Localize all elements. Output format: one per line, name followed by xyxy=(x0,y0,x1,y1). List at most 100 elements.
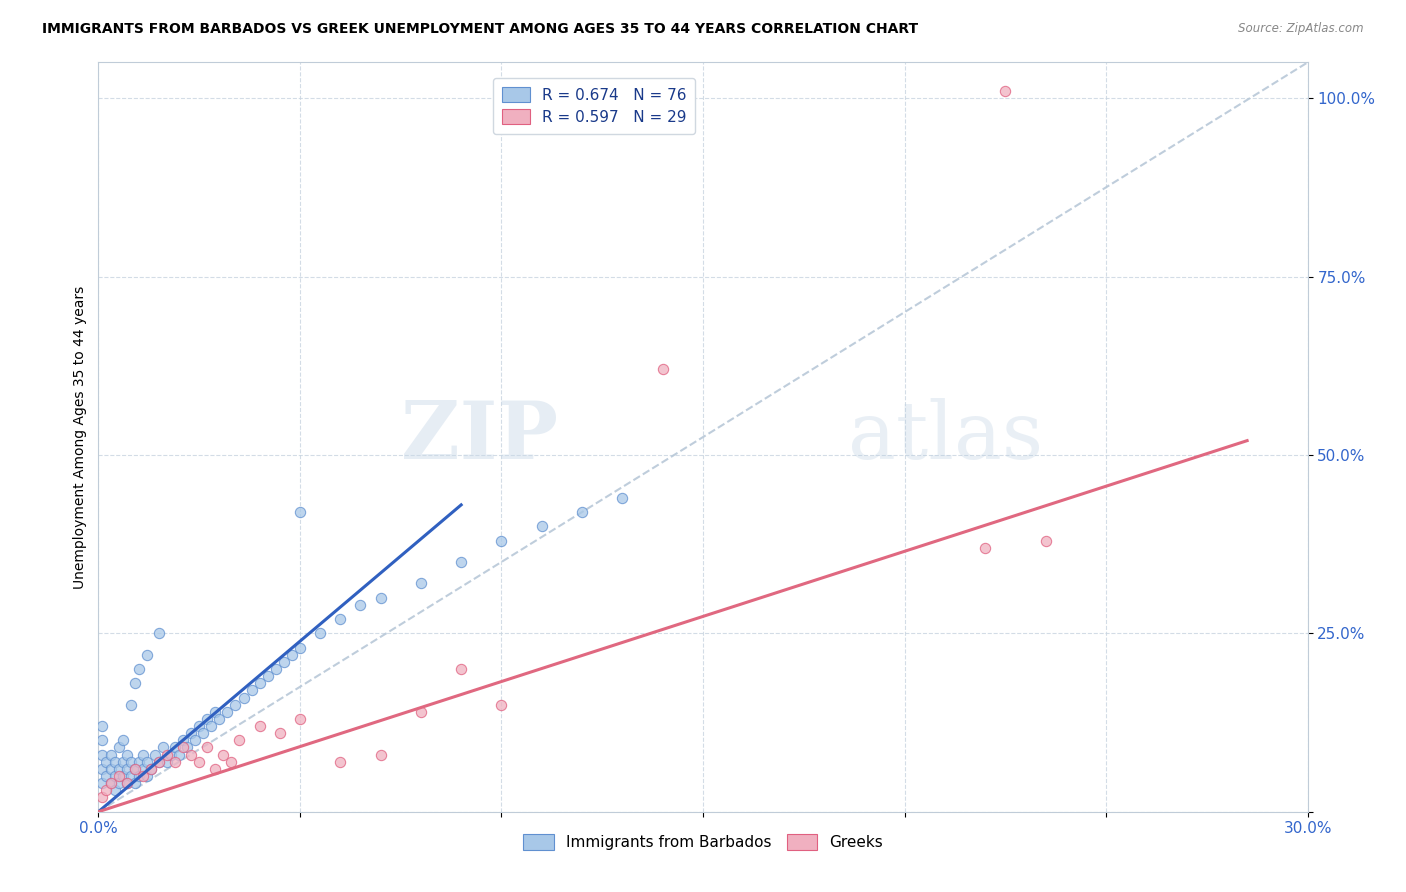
Point xyxy=(115,762,138,776)
Point xyxy=(107,740,129,755)
Point xyxy=(96,783,118,797)
Point xyxy=(232,690,254,705)
Point xyxy=(167,747,190,762)
Point xyxy=(974,541,997,555)
Point xyxy=(91,747,114,762)
Point xyxy=(139,762,162,776)
Point xyxy=(100,762,122,776)
Point xyxy=(204,762,226,776)
Point xyxy=(249,676,271,690)
Point xyxy=(329,612,352,626)
Point xyxy=(188,719,211,733)
Point xyxy=(370,591,392,605)
Point xyxy=(111,733,134,747)
Point xyxy=(132,747,155,762)
Point xyxy=(128,662,150,676)
Point xyxy=(120,769,142,783)
Point xyxy=(212,747,235,762)
Point xyxy=(124,762,146,776)
Point xyxy=(128,755,150,769)
Point xyxy=(91,762,114,776)
Text: Source: ZipAtlas.com: Source: ZipAtlas.com xyxy=(1239,22,1364,36)
Point xyxy=(120,698,142,712)
Point xyxy=(1035,533,1057,548)
Point xyxy=(100,776,122,790)
Point xyxy=(288,505,311,519)
Point xyxy=(184,733,207,747)
Point xyxy=(264,662,287,676)
Point xyxy=(96,755,118,769)
Point xyxy=(111,769,134,783)
Point xyxy=(195,712,218,726)
Point xyxy=(172,733,194,747)
Point xyxy=(450,555,472,569)
Point xyxy=(111,755,134,769)
Point xyxy=(135,755,157,769)
Point xyxy=(288,640,311,655)
Point xyxy=(103,755,125,769)
Point xyxy=(124,676,146,690)
Text: ZIP: ZIP xyxy=(401,398,558,476)
Point xyxy=(491,533,513,548)
Point xyxy=(994,84,1017,98)
Point xyxy=(107,769,129,783)
Y-axis label: Unemployment Among Ages 35 to 44 years: Unemployment Among Ages 35 to 44 years xyxy=(73,285,87,589)
Point xyxy=(163,755,186,769)
Point xyxy=(329,755,352,769)
Point xyxy=(349,598,371,612)
Point xyxy=(273,655,295,669)
Point xyxy=(132,762,155,776)
Point xyxy=(309,626,332,640)
Point xyxy=(249,719,271,733)
Point xyxy=(148,626,170,640)
Point xyxy=(124,776,146,790)
Point xyxy=(217,705,239,719)
Point xyxy=(450,662,472,676)
Point xyxy=(100,747,122,762)
Point xyxy=(188,755,211,769)
Point xyxy=(409,705,432,719)
Point xyxy=(180,726,202,740)
Point xyxy=(115,776,138,790)
Point xyxy=(208,712,231,726)
Point xyxy=(269,726,291,740)
Point xyxy=(193,726,215,740)
Point xyxy=(256,669,278,683)
Point xyxy=(128,769,150,783)
Point xyxy=(172,740,194,755)
Point xyxy=(612,491,634,505)
Point xyxy=(91,719,114,733)
Point xyxy=(107,762,129,776)
Point xyxy=(195,740,218,755)
Point xyxy=(135,769,157,783)
Point xyxy=(228,733,250,747)
Point xyxy=(103,769,125,783)
Point xyxy=(91,776,114,790)
Point xyxy=(200,719,222,733)
Point xyxy=(530,519,553,533)
Point xyxy=(152,740,174,755)
Point xyxy=(120,755,142,769)
Point xyxy=(288,712,311,726)
Point xyxy=(148,755,170,769)
Point xyxy=(281,648,304,662)
Point xyxy=(115,776,138,790)
Point xyxy=(163,740,186,755)
Legend: Immigrants from Barbados, Greeks: Immigrants from Barbados, Greeks xyxy=(517,829,889,856)
Point xyxy=(143,747,166,762)
Point xyxy=(135,648,157,662)
Point xyxy=(491,698,513,712)
Point xyxy=(115,747,138,762)
Point xyxy=(91,790,114,805)
Point xyxy=(370,747,392,762)
Point xyxy=(139,762,162,776)
Point xyxy=(176,740,198,755)
Point xyxy=(91,733,114,747)
Point xyxy=(100,776,122,790)
Point xyxy=(409,576,432,591)
Point xyxy=(240,683,263,698)
Point xyxy=(132,769,155,783)
Point xyxy=(180,747,202,762)
Point xyxy=(96,769,118,783)
Point xyxy=(124,762,146,776)
